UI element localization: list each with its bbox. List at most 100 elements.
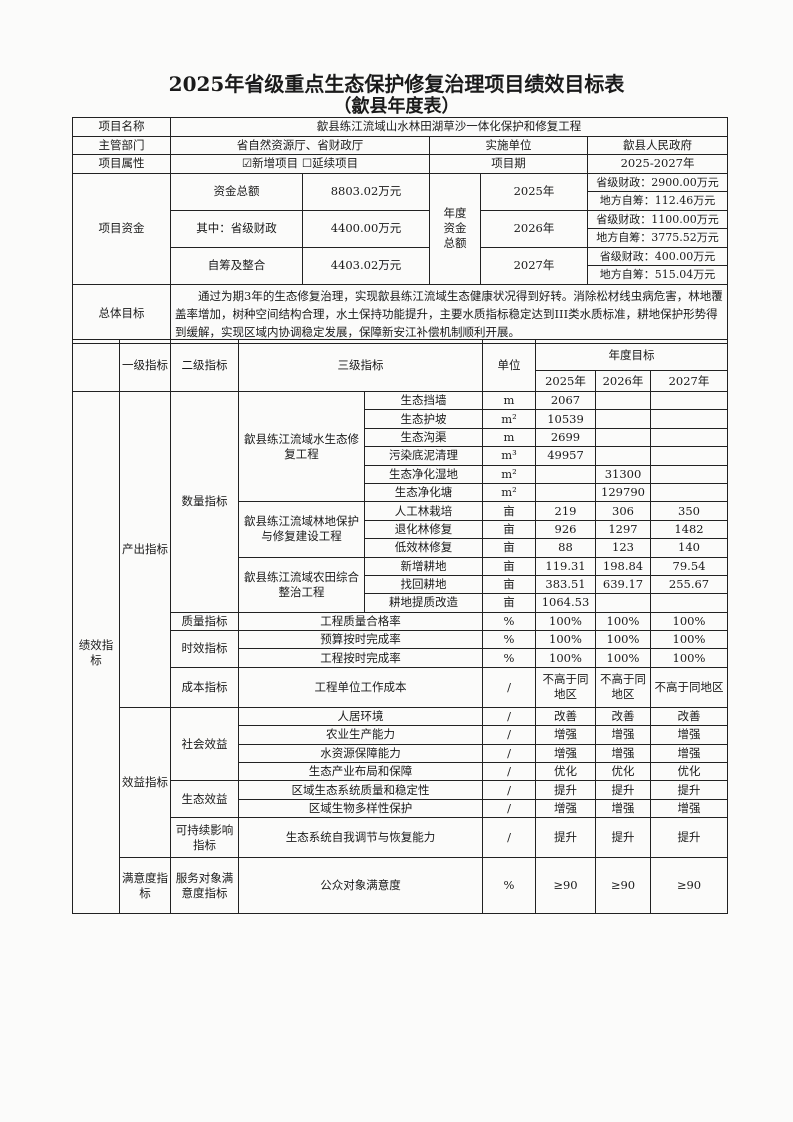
unit-cell: m² <box>482 482 536 503</box>
unit-cell: / <box>482 817 536 859</box>
level3-label: 农业生产能力 <box>238 725 483 745</box>
target-2025年: 100% <box>535 630 596 650</box>
level2-label: 服务对象满意度指标 <box>170 857 239 915</box>
target-2027年 <box>650 593 728 613</box>
target-2026年: 提升 <box>595 780 651 800</box>
target-2025年: 100% <box>535 611 596 632</box>
target-2026年: 123 <box>595 538 651 558</box>
level3-label: 污染底泥清理 <box>364 446 483 466</box>
level3-label: 工程按时完成率 <box>238 648 483 668</box>
unit-cell: % <box>482 648 536 668</box>
unit-cell: 亩 <box>482 593 536 613</box>
impl: 歙县人民政府 <box>586 135 729 155</box>
target-2026年: 增强 <box>595 743 651 764</box>
target-2027年: 改善 <box>650 706 728 727</box>
level3-label: 耕地提质改造 <box>364 593 483 613</box>
blank-header-cell <box>72 339 120 392</box>
level3-label: 生态系统自我调节与恢复能力 <box>238 817 483 859</box>
target-2027年 <box>650 464 728 484</box>
target-2025年: 49957 <box>535 446 596 466</box>
self: 4403.02万元 <box>302 246 430 285</box>
target-2025年: 提升 <box>535 780 596 800</box>
target-2025年 <box>535 482 596 503</box>
target-2027年: 100% <box>650 648 728 668</box>
table-row: 效益指标 社会效益 人居环境 / 改善 改善 改善 <box>73 706 728 859</box>
level3-label: 生态净化塘 <box>364 482 483 503</box>
target-2027年: ≥90 <box>650 857 728 915</box>
annual-year: 2027年 <box>480 246 588 285</box>
table-row: 生态净化塘 m² 129790 <box>73 482 728 503</box>
level3-label: 退化林修复 <box>364 519 483 540</box>
table-row: 耕地提质改造亩 1064.53 <box>73 593 728 613</box>
level3-label: 水资源保障能力 <box>238 743 483 764</box>
annual-local: 地方自筹：3775.52万元 <box>586 228 729 248</box>
prov-label: 其中：省级财政 <box>170 209 303 248</box>
annual-prov: 省级财政：2900.00万元 <box>586 172 729 192</box>
target-2026年: 不高于同地区 <box>595 666 651 708</box>
attr-label: 项目属性 <box>72 154 171 174</box>
project-name: 歙县练江流域农田综合整治工程 <box>238 556 365 613</box>
unit-cell: m² <box>482 409 536 429</box>
level2-label: 社会效益 <box>170 706 239 782</box>
target-2025年: 100% <box>535 648 596 668</box>
page-title: 2025年省级重点生态保护修复治理项目绩效目标表 <box>168 72 625 96</box>
header-unit: 单位 <box>482 339 536 392</box>
level3-label: 生态净化湿地 <box>364 464 483 484</box>
target-2026年: 优化 <box>595 762 651 782</box>
unit-cell: / <box>482 725 536 745</box>
table-row: 时效指标 预算按时完成率% 100% 100% 100% <box>73 630 728 668</box>
target-2025年: 优化 <box>535 762 596 782</box>
target-2027年 <box>650 482 728 503</box>
level3-label: 低效林修复 <box>364 538 483 558</box>
unit-cell: / <box>482 666 536 708</box>
unit-cell: / <box>482 780 536 800</box>
total: 8803.02万元 <box>302 172 430 211</box>
level3-label: 生态护坡 <box>364 409 483 429</box>
target-2027年: 255.67 <box>650 574 728 595</box>
dept: 省自然资源厅、省财政厅 <box>170 135 430 155</box>
target-2025年: 增强 <box>535 725 596 745</box>
unit-cell: 亩 <box>482 556 536 576</box>
target-2026年: 改善 <box>595 706 651 727</box>
target-2027年: 100% <box>650 630 728 650</box>
table-row: 成本指标 工程单位工作成本 / 不高于同地区 不高于同地区 不高于同地区 <box>73 666 728 708</box>
page-subtitle: （歙县年度表） <box>333 96 460 117</box>
target-2025年 <box>535 464 596 484</box>
table-row: 生态净化湿地 m² 31300 <box>73 464 728 484</box>
target-2026年: 306 <box>595 501 651 521</box>
level2-label: 时效指标 <box>170 630 239 668</box>
project-name: 歙县练江流域山水林田湖草沙一体化保护和修复工程 <box>169 117 729 137</box>
target-2025年: 10539 <box>535 409 596 429</box>
unit-cell: % <box>482 630 536 650</box>
total-label: 资金总额 <box>170 172 303 211</box>
unit-cell: / <box>482 762 536 782</box>
funds-label: 项目资金 <box>72 172 171 285</box>
unit-cell: % <box>482 611 536 632</box>
annual-year: 2026年 <box>480 209 588 248</box>
target-2027年 <box>650 409 728 429</box>
table-row: 质量指标 工程质量合格率% 100% 100% 100% <box>73 611 728 632</box>
level2-label: 成本指标 <box>170 666 239 708</box>
target-2027年: 不高于同地区 <box>650 666 728 708</box>
target-2027年: 提升 <box>650 780 728 800</box>
table-row: 歙县练江流域农田综合整治工程 新增耕地亩 119.31 198.84 79.54 <box>73 556 728 613</box>
unit-cell: m <box>482 427 536 448</box>
period: 2025-2027年 <box>586 154 729 174</box>
target-2025年: 383.51 <box>535 574 596 595</box>
unit-cell: / <box>482 743 536 764</box>
project-name: 歙县练江流域水生态修复工程 <box>238 390 365 503</box>
target-2027年: 100% <box>650 611 728 632</box>
target-2027年: 350 <box>650 501 728 521</box>
target-2026年: 增强 <box>595 798 651 819</box>
table-row: 可持续影响指标 生态系统自我调节与恢复能力 / 提升 提升 提升 <box>73 817 728 859</box>
target-2027年: 增强 <box>650 798 728 819</box>
target-2026年: 198.84 <box>595 556 651 576</box>
level3-label: 预算按时完成率 <box>238 630 483 650</box>
table-row: 2025年 2026年 2027年 <box>73 370 728 392</box>
unit-cell: m² <box>482 464 536 484</box>
header-annual: 年度目标 <box>535 339 728 371</box>
unit-cell: % <box>482 857 536 915</box>
table-row: 满意度指标 服务对象满意度指标 公众对象满意度% ≥90 ≥90 ≥90 <box>73 857 728 915</box>
unit-cell: 亩 <box>482 574 536 595</box>
target-2025年: 改善 <box>535 706 596 727</box>
